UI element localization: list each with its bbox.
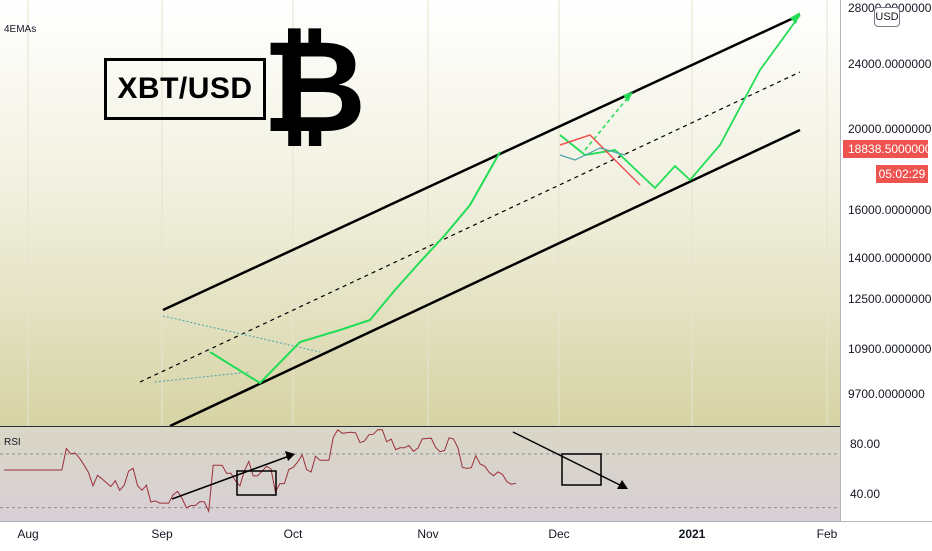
rsi-rising-arrow-head (285, 451, 295, 461)
price-axis[interactable] (840, 0, 932, 521)
bar-countdown-badge: 05:02:29 (876, 165, 928, 183)
currency-button[interactable]: USD (874, 7, 900, 27)
time-tick-2021: 2021 (678, 527, 706, 541)
wedge-lower-line (154, 371, 251, 383)
bullish-path-projection (209, 151, 501, 385)
channel-lower-line (169, 128, 801, 426)
price-chart[interactable] (0, 0, 840, 426)
ema-indicator-label[interactable]: 4EMAs (4, 24, 37, 35)
bitcoin-logo-icon: ₿ (262, 13, 367, 162)
forecast-arrow-head (790, 12, 800, 24)
alt-forecast-arrow-head (623, 92, 633, 102)
rsi-box-1 (236, 470, 277, 496)
rsi-tick-80: 80.00 (850, 437, 881, 451)
time-tick-aug: Aug (17, 527, 39, 541)
time-tick-nov: Nov (417, 527, 439, 541)
rsi-falling-arrow-head (617, 480, 628, 489)
price-tick-16000: 16000.0000000 (848, 203, 932, 217)
rsi-falling-trendline (512, 431, 625, 488)
main-chart-pane[interactable] (0, 0, 840, 426)
price-tick-12500: 12500.0000000 (848, 292, 932, 306)
rsi-box-2 (561, 453, 602, 486)
bearish-path-projection (559, 134, 641, 186)
time-axis[interactable] (0, 521, 932, 551)
rsi-pane[interactable] (0, 427, 840, 521)
time-tick-oct: Oct (283, 527, 303, 541)
last-price-badge: 18838.5000000 (843, 140, 931, 158)
rsi-tick-40: 40.00 (850, 487, 881, 501)
wedge-upper-line (162, 315, 321, 353)
rsi-indicator-label[interactable]: RSI (4, 437, 21, 448)
rsi-rising-trendline (171, 454, 293, 500)
forecast-path-projection (559, 14, 801, 190)
price-tick-14000: 14000.0000000 (848, 251, 932, 265)
rsi-line (4, 428, 516, 514)
price-tick-20000: 20000.0000000 (848, 122, 932, 136)
price-tick-9700: 9700.0000000 (848, 387, 925, 401)
price-tick-24000: 24000.0000000 (848, 57, 932, 71)
channel-upper-line (162, 13, 801, 312)
micro-path-projection (559, 147, 626, 161)
price-tick-10900: 10900.0000000 (848, 342, 932, 356)
channel-midline (139, 71, 801, 383)
symbol-title-box: XBT/USD (104, 58, 266, 120)
time-tick-dec: Dec (548, 527, 570, 541)
time-tick-sep: Sep (151, 527, 173, 541)
pane-separator[interactable] (0, 426, 932, 427)
alt-forecast-projection (584, 94, 631, 151)
rsi-chart[interactable] (0, 427, 840, 521)
time-tick-feb: Feb (816, 527, 838, 541)
